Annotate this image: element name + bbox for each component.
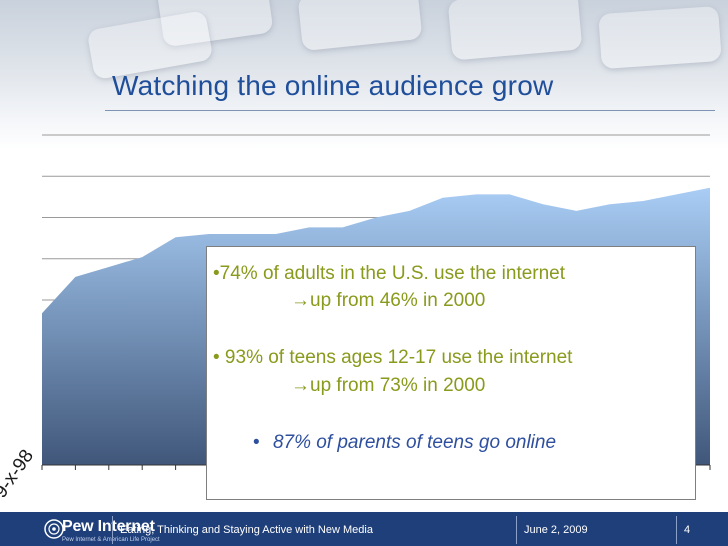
key-shape	[598, 5, 722, 70]
footer-divider	[516, 516, 517, 544]
bullet-adults-sub-text: up from 46% in 2000	[310, 290, 486, 311]
title-divider	[105, 110, 715, 111]
bullet-teens-sub-text: up from 73% in 2000	[310, 375, 486, 396]
footer-divider	[112, 516, 113, 544]
bullet-parents: • 87% of parents of teens go online	[253, 432, 556, 454]
footer-divider	[676, 516, 677, 544]
arrow-icon: →	[291, 290, 310, 311]
key-shape	[297, 0, 423, 52]
key-shape	[447, 0, 583, 61]
slide-title: Watching the online audience grow	[112, 70, 554, 101]
page-number: 4	[684, 524, 691, 536]
footer-date: June 2, 2009	[524, 524, 588, 536]
bullet-parents-text: 87% of parents of teens go online	[272, 432, 557, 453]
bullet-adults-sub: →up from 46% in 2000	[291, 290, 485, 312]
bullet-teens-sub: →up from 73% in 2000	[291, 375, 485, 397]
presentation-title: Eating, Thinking and Staying Active with…	[120, 524, 373, 536]
bullet-teens: • 93% of teens ages 12-17 use the intern…	[213, 347, 573, 368]
bullet-adults: •74% of adults in the U.S. use the inter…	[213, 263, 566, 284]
callout-box: •74% of adults in the U.S. use the inter…	[206, 246, 696, 500]
footer-bar	[0, 512, 728, 546]
logo-text: Pew Internet	[62, 518, 155, 535]
pew-logo-icon	[44, 519, 64, 539]
arrow-icon: →	[291, 375, 310, 396]
bullet-marker: •	[253, 432, 260, 453]
logo-subtitle: Pew Internet & American Life Project	[62, 537, 160, 543]
keyboard-background	[0, 0, 728, 150]
